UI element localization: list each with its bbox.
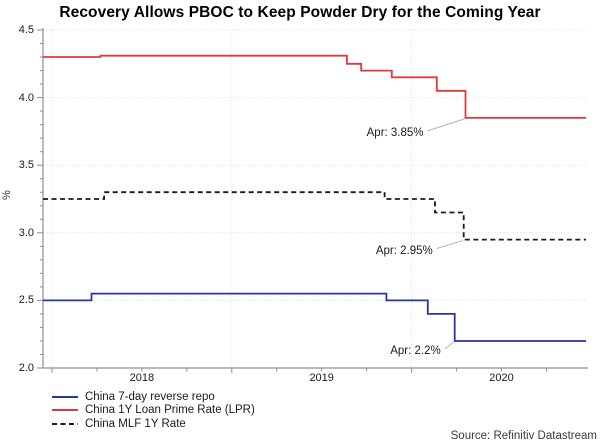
y-tick-label: 4.0 <box>18 91 34 104</box>
annotation-leader-line <box>436 240 463 250</box>
legend-line-sample <box>52 395 78 398</box>
legend-item: China 7-day reverse repo <box>52 390 255 404</box>
y-tick-label: 4.5 <box>18 24 34 36</box>
series-line-1 <box>43 54 586 119</box>
annotation-label: Apr: 2.2% <box>390 344 441 357</box>
annotation-leader-line <box>444 341 455 350</box>
legend-item-label: China 1Y Loan Prime Rate (LPR) <box>85 404 255 417</box>
legend-line-sample <box>52 409 78 412</box>
y-tick-label: 2.5 <box>18 294 34 307</box>
x-tick-label: 2018 <box>129 372 155 384</box>
source-label: Source: Refinitiv Datastream <box>450 430 597 442</box>
y-tick-label: 3.5 <box>18 159 34 172</box>
legend: China 7-day reverse repo China 1Y Loan P… <box>52 390 255 431</box>
annotation-leader-line <box>427 118 465 132</box>
y-tick-label: 2.0 <box>18 362 34 374</box>
x-tick-label: 2019 <box>309 372 334 384</box>
annotation-label: Apr: 3.85% <box>366 126 424 139</box>
legend-item-label: China 7-day reverse repo <box>85 390 215 403</box>
series-line-2 <box>43 191 586 241</box>
legend-item-label: China MLF 1Y Rate <box>85 417 186 430</box>
legend-item: China 1Y Loan Prime Rate (LPR) <box>52 404 255 418</box>
annotation-label: Apr: 2.95% <box>375 244 433 257</box>
series-line-0 <box>43 292 586 342</box>
chart-title: Recovery Allows PBOC to Keep Powder Dry … <box>59 4 541 21</box>
legend-line-sample <box>52 422 78 425</box>
y-tick-label: 3.0 <box>18 226 34 239</box>
legend-item: China MLF 1Y Rate <box>52 417 255 431</box>
x-tick-label: 2020 <box>489 372 514 384</box>
